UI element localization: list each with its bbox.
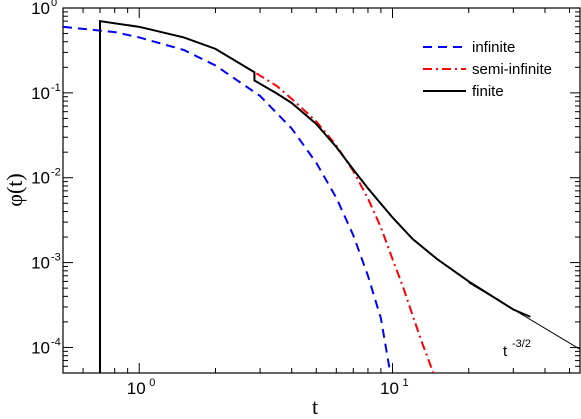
y-axis-title: φ(t) bbox=[2, 173, 27, 206]
legend-label-infinite: infinite bbox=[472, 39, 515, 56]
reference-line bbox=[468, 282, 581, 350]
y-tick-exponent: -2 bbox=[51, 167, 61, 179]
y-tick-exponent: -3 bbox=[51, 252, 61, 264]
y-tick-exponent: -1 bbox=[51, 82, 61, 94]
series-line-infinite bbox=[63, 25, 392, 373]
reference-line-layer: t -3/2 bbox=[468, 282, 581, 360]
x-axis-ticks: 10 0 10 1 bbox=[62, 8, 571, 398]
series-layer bbox=[63, 19, 531, 373]
reference-label: t bbox=[503, 343, 508, 360]
y-tick-label: 10 bbox=[31, 338, 50, 357]
series-line-semi-infinite bbox=[255, 72, 435, 373]
x-tick-label: 10 bbox=[380, 379, 399, 398]
x-tick-exponent: 0 bbox=[149, 377, 155, 389]
y-tick-label: 10 bbox=[31, 0, 50, 18]
y-tick-label: 10 bbox=[31, 84, 50, 103]
x-tick-exponent: 1 bbox=[402, 377, 408, 389]
y-tick-exponent: -4 bbox=[51, 336, 61, 348]
legend: infinite semi-infinite finite bbox=[423, 39, 552, 100]
legend-label-finite: finite bbox=[472, 83, 504, 100]
reference-label-exponent: -3/2 bbox=[512, 338, 531, 350]
y-tick-label: 10 bbox=[31, 169, 50, 188]
y-tick-label: 10 bbox=[31, 254, 50, 273]
x-axis-title: t bbox=[312, 394, 318, 419]
y-tick-exponent: 0 bbox=[51, 0, 57, 9]
x-tick-label: 10 bbox=[127, 379, 146, 398]
series-line-finite bbox=[99, 19, 531, 373]
legend-label-semi-infinite: semi-infinite bbox=[472, 61, 552, 78]
